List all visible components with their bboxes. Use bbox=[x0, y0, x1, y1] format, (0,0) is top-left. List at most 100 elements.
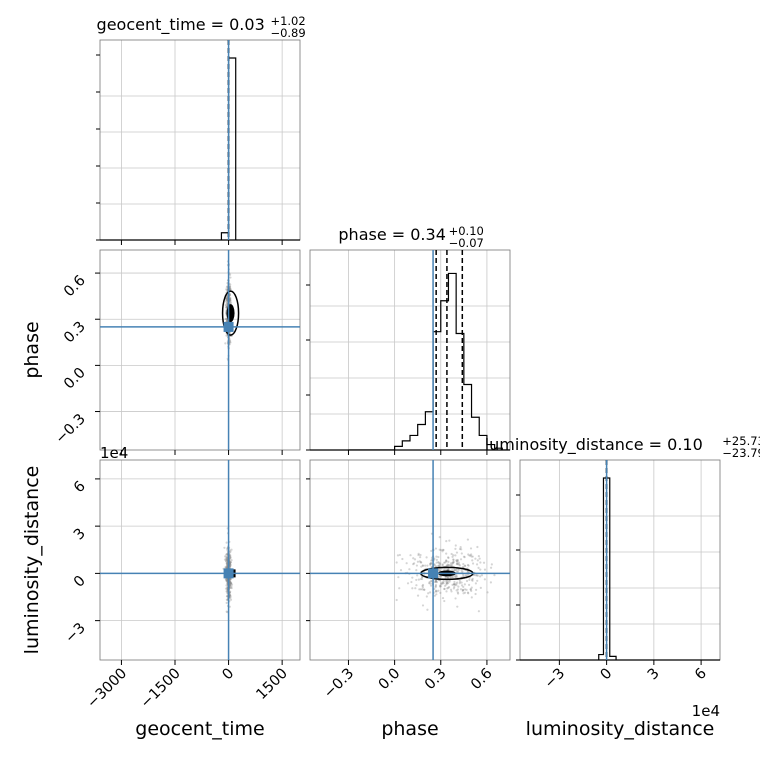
truth-marker bbox=[223, 321, 234, 332]
scatter-point bbox=[223, 546, 226, 549]
scatter-point bbox=[229, 581, 232, 584]
scatter-point bbox=[462, 573, 465, 577]
scatter-point bbox=[429, 563, 432, 567]
scatter-point bbox=[479, 586, 482, 589]
scatter-point bbox=[451, 563, 454, 566]
scatter-point bbox=[228, 288, 232, 291]
scatter-point bbox=[453, 583, 456, 586]
scatter-point bbox=[465, 588, 468, 592]
scatter-point bbox=[455, 584, 458, 587]
scatter-point bbox=[417, 553, 420, 557]
scatter-point bbox=[456, 588, 460, 591]
scatter-point bbox=[423, 588, 426, 591]
scatter-point bbox=[437, 561, 440, 564]
scatter-point bbox=[412, 557, 415, 560]
scatter-point bbox=[464, 574, 467, 577]
scatter-point bbox=[446, 568, 449, 571]
scatter-point bbox=[228, 287, 232, 290]
scatter-point bbox=[434, 586, 437, 589]
scatter-point bbox=[452, 558, 455, 562]
scatter-point bbox=[441, 550, 444, 553]
scatter-point bbox=[448, 539, 451, 542]
scatter-point bbox=[471, 559, 474, 562]
scatter-point bbox=[421, 586, 424, 589]
scatter-point bbox=[229, 300, 232, 303]
scatter-point bbox=[419, 561, 422, 564]
scatter-point bbox=[463, 583, 466, 586]
scatter-point bbox=[443, 584, 447, 587]
scatter-point bbox=[229, 582, 232, 586]
scatter-point bbox=[461, 570, 464, 573]
scatter-point bbox=[412, 563, 415, 566]
scatter-point bbox=[435, 590, 438, 593]
scatter-point bbox=[224, 587, 228, 590]
scatter-point bbox=[435, 561, 438, 564]
scatter-point bbox=[462, 588, 465, 592]
scatter-point bbox=[434, 585, 437, 588]
scatter-point bbox=[439, 584, 442, 587]
scatter-point bbox=[416, 574, 419, 577]
scatter-point bbox=[433, 594, 436, 597]
scatter-point bbox=[445, 568, 448, 571]
scatter-point bbox=[489, 581, 493, 584]
scatter-point bbox=[434, 547, 437, 550]
scatter-point bbox=[465, 579, 469, 583]
scatter-point bbox=[225, 610, 228, 613]
title-lower-error: −0.07 bbox=[449, 236, 484, 250]
scatter-point bbox=[441, 563, 444, 566]
x-axis-label-geocent-time: geocent_time bbox=[135, 718, 264, 740]
scatter-point bbox=[224, 342, 227, 345]
scatter-point bbox=[444, 561, 447, 564]
scatter-point bbox=[467, 564, 470, 567]
scatter-point bbox=[224, 559, 228, 562]
scatter-point bbox=[450, 590, 453, 593]
scatter-point bbox=[229, 582, 232, 585]
scatter-point bbox=[447, 560, 450, 563]
scatter-point bbox=[449, 588, 453, 591]
scatter-point bbox=[229, 585, 232, 588]
scatter-point bbox=[456, 562, 459, 566]
scatter-point bbox=[441, 581, 444, 584]
scatter-point bbox=[434, 579, 437, 582]
scatter-point bbox=[421, 575, 424, 579]
scatter-point bbox=[445, 590, 448, 593]
scatter-point bbox=[439, 585, 442, 588]
scatter-point bbox=[228, 294, 232, 297]
scatter-point bbox=[428, 580, 431, 584]
scatter-point bbox=[443, 561, 446, 564]
scatter-point bbox=[442, 580, 445, 583]
scatter-point bbox=[445, 581, 448, 584]
scatter-point bbox=[435, 589, 438, 592]
scatter-point bbox=[458, 582, 461, 585]
scatter-point bbox=[225, 305, 228, 308]
scatter-point bbox=[476, 579, 479, 582]
scatter-point bbox=[224, 555, 227, 558]
scatter-point bbox=[229, 297, 232, 300]
scatter-point bbox=[441, 581, 444, 584]
y-tick-label: 0.6 bbox=[61, 273, 89, 301]
scatter-point bbox=[411, 576, 414, 579]
scatter-point bbox=[224, 578, 227, 581]
scatter-point bbox=[421, 604, 425, 607]
scatter-point bbox=[469, 554, 472, 557]
scatter-point bbox=[454, 569, 458, 572]
scatter-point bbox=[406, 582, 410, 585]
y-tick-label: 6 bbox=[71, 478, 89, 496]
scatter-point bbox=[447, 568, 450, 571]
scatter-frame-phase-luminosity_distance bbox=[309, 459, 511, 661]
panel-title-geocent_time: geocent_time = 0.03 +1.02−0.89 bbox=[97, 14, 306, 40]
x-axis-label-luminosity-distance: luminosity_distance bbox=[526, 718, 715, 740]
scatter-point bbox=[443, 587, 446, 590]
scatter-point bbox=[429, 584, 433, 587]
scatter-point bbox=[415, 584, 418, 587]
scatter-point bbox=[451, 575, 454, 579]
scatter-point bbox=[228, 285, 231, 288]
scatter-point bbox=[456, 591, 459, 594]
scatter-point bbox=[229, 580, 232, 583]
scatter-point bbox=[425, 595, 428, 598]
scatter-point bbox=[226, 586, 229, 589]
scatter-point bbox=[225, 301, 228, 304]
x-tick-label: 3 bbox=[645, 666, 663, 684]
y-tick-label: −0.3 bbox=[53, 411, 89, 447]
scatter-point bbox=[435, 580, 439, 584]
